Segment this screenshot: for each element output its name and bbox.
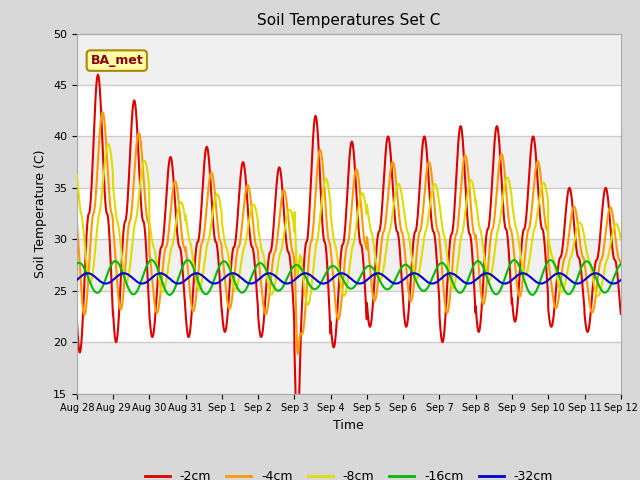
Bar — [77, 34, 621, 85]
Bar — [77, 342, 621, 394]
Bar — [77, 136, 621, 188]
Bar — [77, 85, 621, 136]
Bar — [77, 240, 621, 291]
Title: Soil Temperatures Set C: Soil Temperatures Set C — [257, 13, 440, 28]
Y-axis label: Soil Temperature (C): Soil Temperature (C) — [35, 149, 47, 278]
Bar — [77, 188, 621, 240]
Legend: -2cm, -4cm, -8cm, -16cm, -32cm: -2cm, -4cm, -8cm, -16cm, -32cm — [140, 465, 558, 480]
Bar — [77, 291, 621, 342]
Text: BA_met: BA_met — [90, 54, 143, 67]
X-axis label: Time: Time — [333, 419, 364, 432]
